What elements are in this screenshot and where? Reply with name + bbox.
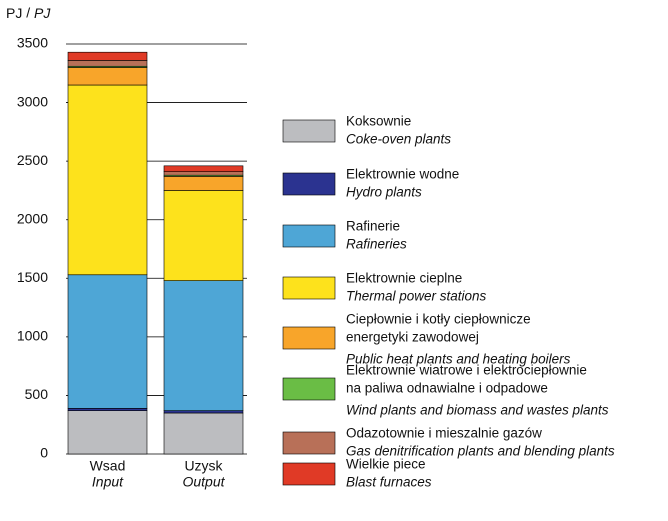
legend-label: Wielkie piece — [346, 457, 426, 472]
legend-swatch — [282, 377, 336, 401]
legend-label-en: Wind plants and biomass and wastes plant… — [346, 403, 609, 418]
y-tick-label: 3000 — [17, 93, 48, 109]
y-tick-label: 0 — [40, 445, 48, 461]
legend-swatch — [282, 119, 336, 143]
legend-label: Elektrownie cieplne — [346, 271, 462, 286]
bar-segment — [163, 176, 244, 191]
x-tick-label: Wsad — [90, 458, 126, 474]
y-tick-label: 500 — [25, 386, 49, 402]
legend-label-en: Gas denitrification plants and blending … — [346, 444, 615, 459]
bar-segment — [67, 51, 148, 61]
y-axis-label: PJ / PJ — [6, 5, 51, 21]
legend-label: Koksownie — [346, 114, 411, 129]
y-tick-label: 2000 — [17, 210, 48, 226]
bar-segment — [67, 410, 148, 455]
bar-segment — [67, 84, 148, 276]
y-tick-label: 3500 — [17, 35, 48, 51]
legend-label-en: Blast furnaces — [346, 475, 432, 490]
y-tick-label: 1500 — [17, 269, 48, 285]
legend-label-en: Coke-oven plants — [346, 132, 451, 147]
x-tick-label: Uzysk — [184, 458, 223, 474]
legend-label-en: Thermal power stations — [346, 289, 487, 304]
bar-segment — [67, 408, 148, 411]
x-tick-label-en: Output — [182, 474, 225, 490]
legend-label: na paliwa odnawialne i odpadowe — [346, 381, 548, 396]
y-tick-label: 2500 — [17, 152, 48, 168]
legend-label: Odazotownie i mieszalnie gazów — [346, 426, 542, 441]
legend-label-en: Hydro plants — [346, 185, 422, 200]
x-tick-label-en: Input — [92, 474, 124, 490]
legend-swatch — [282, 276, 336, 300]
legend-swatch — [282, 462, 336, 486]
legend-label: Elektrownie wiatrowe i elektrociepłownie — [346, 363, 587, 378]
bar-segment — [163, 410, 244, 414]
legend-label: Elektrownie wodne — [346, 167, 459, 182]
legend-swatch — [282, 172, 336, 196]
bar-segment — [67, 274, 148, 409]
bar-segment — [67, 67, 148, 86]
legend-label-en: Rafineries — [346, 237, 407, 252]
legend-swatch — [282, 431, 336, 455]
bar-segment — [163, 171, 244, 176]
bar-segment — [163, 412, 244, 455]
legend-label: Rafinerie — [346, 219, 400, 234]
bar-segment — [163, 280, 244, 411]
y-tick-label: 1000 — [17, 328, 48, 344]
legend-swatch — [282, 326, 336, 350]
legend-swatch — [282, 224, 336, 248]
bar-segment — [163, 165, 244, 172]
bar-segment — [163, 190, 244, 281]
legend-label-en: Public heat plants and heating boilers — [346, 352, 571, 367]
bar-segment — [67, 60, 148, 67]
legend-label: energetyki zawodowej — [346, 330, 479, 345]
legend-label: Ciepłownie i kotły ciepłownicze — [346, 312, 531, 327]
